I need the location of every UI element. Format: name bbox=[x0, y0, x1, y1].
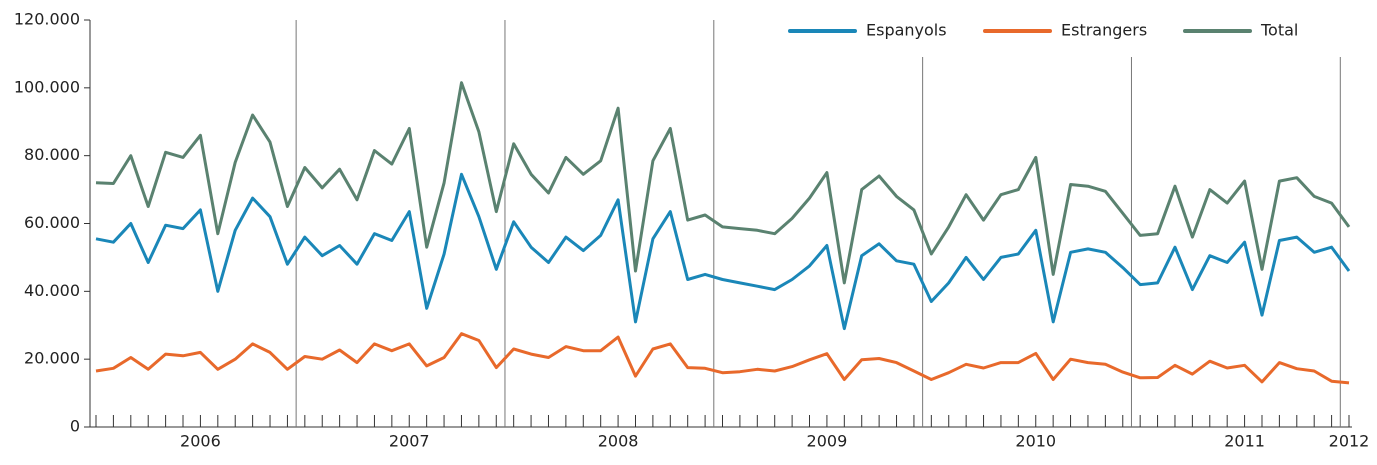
x-tick-label: 2009 bbox=[807, 432, 848, 451]
x-tick-label: 2008 bbox=[598, 432, 639, 451]
x-tick-label: 2006 bbox=[180, 432, 221, 451]
y-tick-label: 0 bbox=[70, 417, 80, 436]
y-tick-label: 120.000 bbox=[14, 10, 80, 29]
legend-label: Estrangers bbox=[1061, 21, 1147, 40]
y-tick-label: 60.000 bbox=[24, 213, 80, 232]
y-tick-label: 40.000 bbox=[24, 281, 80, 300]
x-tick-label: 2011 bbox=[1224, 432, 1265, 451]
x-tick-label: 2010 bbox=[1015, 432, 1056, 451]
y-tick-label: 80.000 bbox=[24, 145, 80, 164]
x-tick-label: 2012 bbox=[1329, 432, 1370, 451]
series-line bbox=[95, 332, 1350, 385]
y-tick-label: 100.000 bbox=[14, 77, 80, 96]
legend-label: Total bbox=[1260, 21, 1298, 40]
series-line bbox=[95, 81, 1351, 285]
legend-label: Espanyols bbox=[866, 21, 947, 40]
y-tick-label: 20.000 bbox=[24, 349, 80, 368]
series-line bbox=[95, 172, 1351, 331]
x-tick-label: 2007 bbox=[389, 432, 430, 451]
